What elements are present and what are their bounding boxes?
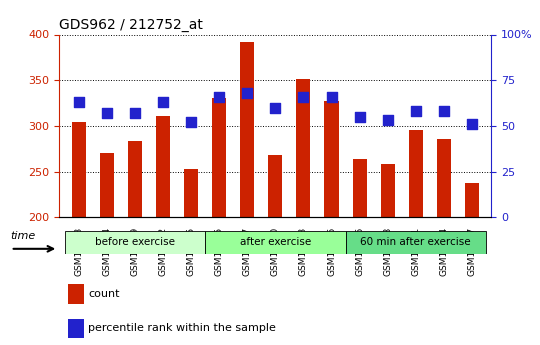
Point [355,114,364,120]
Text: percentile rank within the sample: percentile rank within the sample [88,324,276,333]
Point [159,99,167,105]
Text: count: count [88,289,120,299]
Point [411,109,420,114]
Bar [68,319,84,338]
Bar [296,79,310,217]
Bar [325,101,339,217]
Text: time: time [11,231,36,241]
Point [131,110,139,116]
Text: 60 min after exercise: 60 min after exercise [360,237,471,247]
Text: after exercise: after exercise [240,237,311,247]
Text: before exercise: before exercise [95,237,175,247]
Point [383,118,392,123]
Bar [381,164,395,217]
Bar [72,122,86,217]
Point [187,119,195,125]
Bar [437,139,451,217]
Point [271,105,280,110]
Bar [465,183,479,217]
Point [215,94,224,99]
Point [440,109,448,114]
Bar [212,98,226,217]
Bar [240,42,254,217]
Point [103,110,111,116]
Bar [156,116,170,217]
Point [243,90,252,96]
Bar [184,169,198,217]
Bar [268,155,282,217]
Bar [68,284,84,304]
Bar [346,231,486,254]
Bar [353,159,367,217]
Text: GDS962 / 212752_at: GDS962 / 212752_at [59,18,203,32]
Bar [409,130,423,217]
Point [327,94,336,99]
Point [75,99,83,105]
Point [468,121,476,127]
Bar [100,153,114,217]
Bar [205,231,346,254]
Point [299,94,308,99]
Bar [65,231,205,254]
Bar [128,140,142,217]
